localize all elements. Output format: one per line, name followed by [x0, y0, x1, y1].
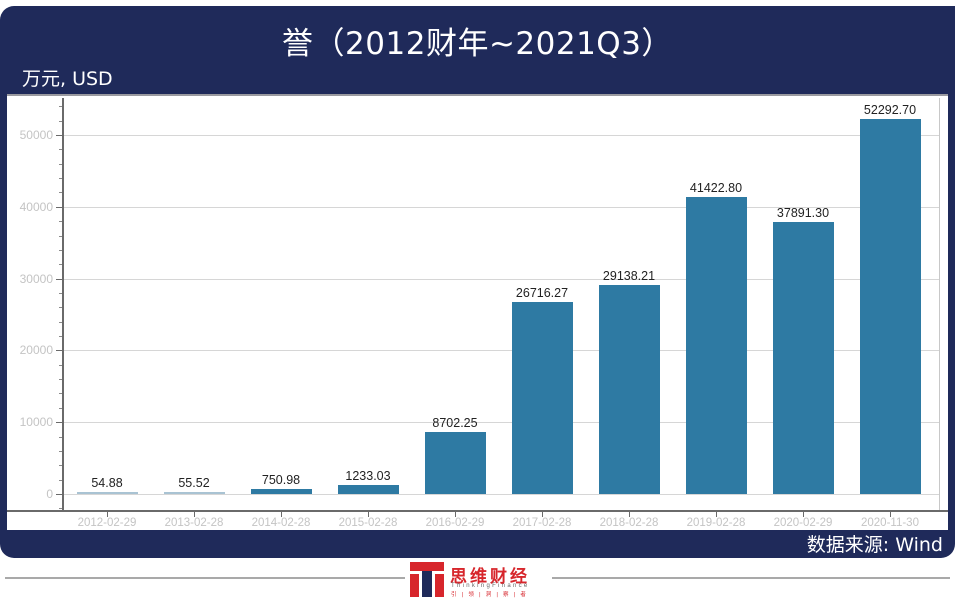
y-minor-tick	[59, 508, 62, 509]
x-tick-label: 2020-11-30	[861, 517, 919, 529]
y-tick-label: 40000	[19, 200, 53, 214]
y-minor-tick	[59, 164, 62, 165]
bar-2018-02-28[interactable]	[599, 284, 660, 494]
bar-2019-02-28[interactable]	[686, 196, 747, 494]
data-source: 数据来源: Wind	[806, 534, 943, 556]
x-tick	[803, 512, 804, 517]
unit-label: 万元, USD	[22, 68, 113, 90]
x-tick	[629, 512, 630, 517]
bar-value-label: 750.98	[261, 472, 301, 487]
x-tick-label: 2017-02-28	[512, 517, 572, 529]
bar-value-label: 41422.80	[689, 180, 743, 195]
bar-value-label: 8702.25	[432, 415, 478, 430]
y-major-tick	[56, 350, 62, 351]
y-minor-tick	[59, 408, 62, 409]
y-minor-tick	[59, 437, 62, 438]
y-tick-label: 0	[46, 487, 53, 501]
y-minor-tick	[59, 178, 62, 179]
x-tick	[368, 512, 369, 517]
y-major-tick	[56, 207, 62, 208]
y-tick-label: 10000	[19, 415, 53, 429]
gridline	[64, 350, 939, 351]
y-tick-label: 20000	[19, 343, 53, 357]
y-tick-label: 50000	[19, 128, 53, 142]
x-tick	[455, 512, 456, 517]
x-tick-label: 2018-02-28	[599, 517, 659, 529]
bar-value-label: 37891.30	[776, 205, 830, 220]
x-tick-label: 2013-02-28	[164, 517, 224, 529]
y-minor-tick	[59, 322, 62, 323]
y-minor-tick	[59, 236, 62, 237]
x-axis	[7, 510, 948, 512]
x-tick	[716, 512, 717, 517]
bar-2016-02-29[interactable]	[425, 431, 486, 494]
y-major-tick	[56, 279, 62, 280]
x-tick-label: 2020-02-29	[773, 517, 833, 529]
x-tick-label: 2019-02-28	[686, 517, 746, 529]
x-tick	[281, 512, 282, 517]
bar-value-label: 55.52	[178, 476, 210, 490]
footer-rule-right	[552, 577, 950, 579]
bar-2020-11-30[interactable]	[860, 118, 921, 494]
chart-title: 誉（2012财年~2021Q3）	[282, 26, 673, 62]
gridline	[64, 494, 939, 495]
gridline	[64, 422, 939, 423]
y-major-tick	[56, 494, 62, 495]
y-minor-tick	[59, 293, 62, 294]
y-minor-tick	[59, 121, 62, 122]
x-tick-label: 2014-02-28	[251, 517, 311, 529]
x-tick	[542, 512, 543, 517]
x-tick-label: 2015-02-28	[338, 517, 398, 529]
y-major-tick	[56, 135, 62, 136]
bar-value-label: 29138.21	[602, 268, 656, 283]
logo-t-icon	[410, 562, 444, 597]
footer-rule-left	[5, 577, 405, 579]
x-tick	[194, 512, 195, 517]
bar-2014-02-28[interactable]	[251, 488, 312, 494]
y-minor-tick	[59, 264, 62, 265]
gridline	[64, 279, 939, 280]
gridline	[64, 207, 939, 208]
y-minor-tick	[59, 221, 62, 222]
y-minor-tick	[59, 106, 62, 107]
bar-value-label: 52292.70	[863, 102, 917, 117]
bar-value-label: 54.88	[91, 476, 123, 490]
y-minor-tick	[59, 451, 62, 452]
y-minor-tick	[59, 336, 62, 337]
y-minor-tick	[59, 192, 62, 193]
y-minor-tick	[59, 365, 62, 366]
bar-2013-02-28[interactable]	[164, 492, 225, 494]
y-axis	[62, 98, 64, 511]
y-minor-tick	[59, 393, 62, 394]
x-tick-label: 2016-02-29	[425, 517, 485, 529]
bar-value-label: 26716.27	[515, 286, 569, 301]
y-minor-tick	[59, 379, 62, 380]
bar-value-label: 1233.03	[345, 469, 391, 484]
y-major-tick	[56, 422, 62, 423]
y-minor-tick	[59, 307, 62, 308]
bar-2017-02-28[interactable]	[512, 302, 573, 494]
gridline	[64, 135, 939, 136]
logo-name-en: ThinkingFinance	[451, 583, 530, 589]
logo-name-cn: 思维财经	[450, 567, 530, 587]
x-tick-label: 2012-02-29	[77, 517, 137, 529]
brand-logo: 思维财经 ThinkingFinance 引|领|洞|察|者	[410, 562, 550, 598]
bar-2012-02-29[interactable]	[77, 492, 138, 494]
logo-tagline: 引|领|洞|察|者	[451, 592, 531, 598]
y-minor-tick	[59, 149, 62, 150]
bar-2015-02-28[interactable]	[338, 485, 399, 494]
x-tick	[107, 512, 108, 517]
plot-card: 0 10000 20000 30000 40000 50000 54.88 2012-02-…	[7, 94, 948, 530]
y-minor-tick	[59, 250, 62, 251]
x-tick	[890, 512, 891, 517]
y-tick-label: 30000	[19, 272, 53, 286]
plot-frame	[62, 98, 940, 511]
y-minor-tick	[59, 465, 62, 466]
top-white-strip	[290, 0, 645, 6]
bar-2020-02-29[interactable]	[773, 221, 834, 494]
y-minor-tick	[59, 480, 62, 481]
